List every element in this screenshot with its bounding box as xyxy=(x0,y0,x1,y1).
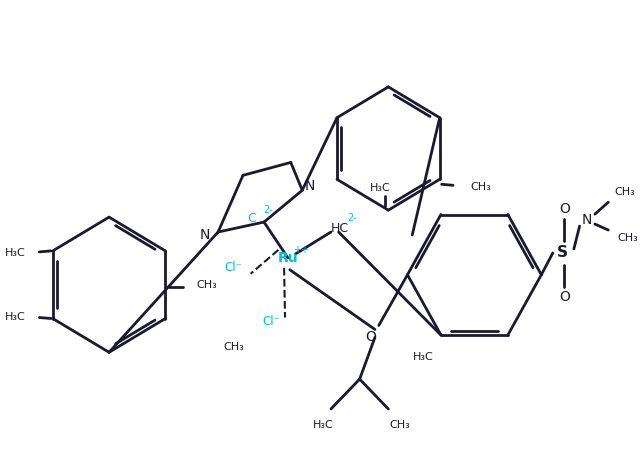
Text: N: N xyxy=(200,228,211,242)
Text: CH₃: CH₃ xyxy=(196,280,217,290)
Text: S: S xyxy=(557,245,568,260)
Text: N: N xyxy=(582,213,593,227)
Text: H₃C: H₃C xyxy=(5,312,26,321)
Text: Cl⁻: Cl⁻ xyxy=(262,315,280,328)
Text: CH₃: CH₃ xyxy=(223,342,244,352)
Text: O: O xyxy=(559,290,570,304)
Text: 2-: 2- xyxy=(347,213,357,223)
Text: H₃C: H₃C xyxy=(413,352,434,362)
Text: Cl⁻: Cl⁻ xyxy=(225,261,243,274)
Text: H₃C: H₃C xyxy=(5,248,26,258)
Text: O: O xyxy=(365,330,376,345)
Text: ++: ++ xyxy=(293,245,309,255)
Text: CH₃: CH₃ xyxy=(614,187,635,197)
Text: CH₃: CH₃ xyxy=(470,182,491,192)
Text: N: N xyxy=(304,179,314,193)
Text: 2-: 2- xyxy=(263,205,273,215)
Text: O: O xyxy=(559,202,570,216)
Text: C: C xyxy=(248,212,257,225)
Text: H₃C: H₃C xyxy=(313,420,333,430)
Text: H₃C: H₃C xyxy=(371,183,391,193)
Text: HC: HC xyxy=(331,221,349,235)
Text: Ru: Ru xyxy=(278,251,298,265)
Text: CH₃: CH₃ xyxy=(618,233,639,243)
Text: CH₃: CH₃ xyxy=(389,420,410,430)
